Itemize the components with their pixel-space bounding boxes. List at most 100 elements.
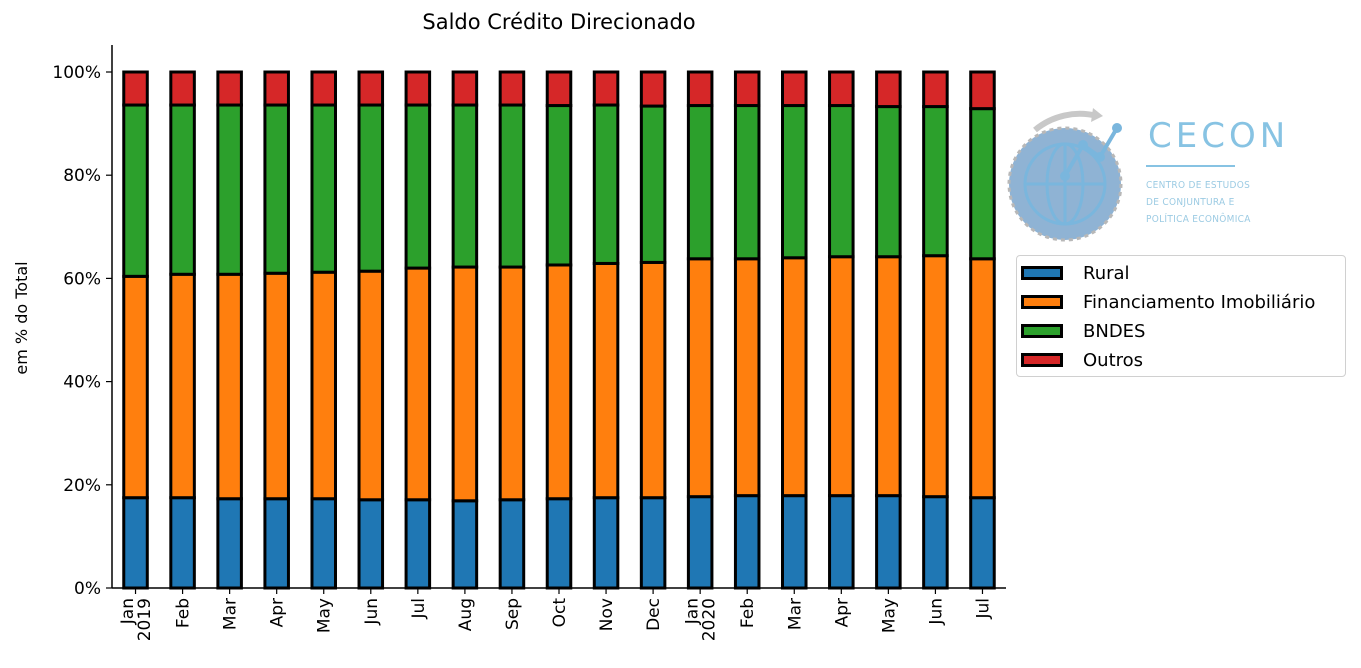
bar-segment [875, 255, 902, 498]
bar-segment [216, 497, 243, 590]
bar-segment [639, 496, 667, 590]
legend-item-outros: Outros [1021, 348, 1143, 372]
legend-item-bndes: BNDES [1021, 319, 1145, 343]
bar-segment [969, 107, 996, 261]
bar-segment [592, 103, 620, 265]
chart-title: Saldo Crédito Direcionado [422, 10, 696, 34]
bar-segment [781, 494, 808, 590]
bar-segment [451, 499, 479, 590]
bar-segment [969, 257, 996, 500]
bar-segment [922, 70, 949, 109]
bar-segment [310, 70, 338, 107]
logo-subtitle-line: DE CONJUNTURA E [1146, 197, 1235, 208]
bar-segment [310, 103, 338, 274]
x-tick-label: Apr [268, 598, 288, 627]
y-tick-label: 20% [63, 476, 101, 496]
bar-segment [357, 103, 385, 273]
bar-segment [639, 104, 667, 264]
bar-segment [733, 104, 761, 261]
bar-segment [169, 103, 196, 276]
x-tick-label: Jan2019 [118, 598, 155, 641]
bar-segment [545, 70, 573, 108]
bar-segment [263, 271, 290, 501]
bar-segment [357, 70, 385, 107]
bar-segment [875, 70, 902, 109]
x-tick-label: Jun [362, 598, 382, 626]
bar-segment [169, 272, 196, 500]
bar-segment [686, 104, 714, 261]
bar-segment [592, 261, 620, 500]
logo-title: CECON [1148, 116, 1290, 156]
bar-segment [969, 70, 996, 111]
bar-segment [828, 104, 855, 259]
bar-segment [216, 103, 243, 276]
bar-segment [733, 70, 761, 108]
bar-segment [828, 255, 855, 498]
bar-segment [263, 497, 290, 590]
bar-segment [498, 498, 526, 590]
bar-segment [828, 70, 855, 108]
bar-segment [451, 265, 479, 503]
x-tick-label: Jun [926, 598, 946, 626]
bar-segment [498, 265, 526, 502]
bar-segment [122, 274, 149, 500]
cecon-logo: CECON CENTRO DE ESTUDOS DE CONJUNTURA E … [1005, 100, 1285, 250]
bar-segment [169, 70, 196, 107]
legend: Rural Financiamento Imobiliário BNDES Ou… [1016, 255, 1346, 377]
bar-segment [969, 496, 996, 590]
x-tick-label: Feb [738, 598, 758, 628]
x-tick-label: Sep [503, 598, 523, 630]
legend-item-rural: Rural [1021, 261, 1130, 285]
legend-label: Outros [1083, 349, 1144, 371]
bar-segment [498, 103, 526, 269]
bar-segment [686, 495, 714, 590]
legend-label: BNDES [1083, 320, 1146, 342]
bar-segment [545, 497, 573, 590]
x-tick-label: Feb [174, 598, 194, 628]
bar-segment [545, 263, 573, 501]
bar-segment [357, 269, 385, 502]
bar-segment [592, 70, 620, 107]
x-tick-label: Jul [409, 598, 429, 620]
bar-segment [922, 495, 949, 590]
bar-segment [263, 70, 290, 107]
bar-segment [686, 257, 714, 499]
y-tick-label: 80% [63, 166, 101, 186]
y-tick-label: 40% [63, 373, 101, 393]
logo-subtitle-line: POLÍTICA ECONÔMICA [1146, 214, 1251, 225]
y-tick-label: 100% [52, 63, 101, 83]
legend-label: Financiamento Imobiliário [1083, 291, 1316, 313]
x-tick-label: Jan2020 [683, 598, 720, 641]
bar-segment [216, 272, 243, 501]
bar-segment [733, 257, 761, 498]
y-tick-label: 60% [63, 269, 101, 289]
bar-segment [122, 103, 149, 278]
bar-segment [357, 498, 385, 590]
bar-segment [639, 260, 667, 500]
bar-segment [733, 494, 761, 590]
x-tick-label: Aug [456, 598, 476, 631]
legend-item-financiamento: Financiamento Imobiliário [1021, 290, 1315, 314]
bar-segment [263, 103, 290, 275]
bar-segment [216, 70, 243, 107]
bar-segment [781, 256, 808, 498]
x-tick-label: May [315, 598, 335, 633]
x-tick-label: May [879, 598, 899, 633]
x-tick-label: Apr [832, 598, 852, 627]
bar-segment [545, 104, 573, 267]
x-tick-label: Oct [550, 598, 570, 628]
bar-segment [122, 496, 149, 590]
x-tick-label: Mar [785, 598, 805, 630]
legend-swatch-bndes [1021, 324, 1063, 338]
y-tick-label: 0% [74, 579, 101, 599]
bar-segment [828, 494, 855, 590]
x-tick-label: Jul [973, 598, 993, 620]
bar-segment [875, 105, 902, 259]
bar-segment [451, 70, 479, 107]
x-tick-label: Nov [597, 598, 617, 631]
bar-segment [404, 103, 432, 270]
legend-swatch-outros [1021, 353, 1063, 367]
legend-swatch-rural [1021, 266, 1063, 280]
bar-segment [404, 498, 432, 590]
